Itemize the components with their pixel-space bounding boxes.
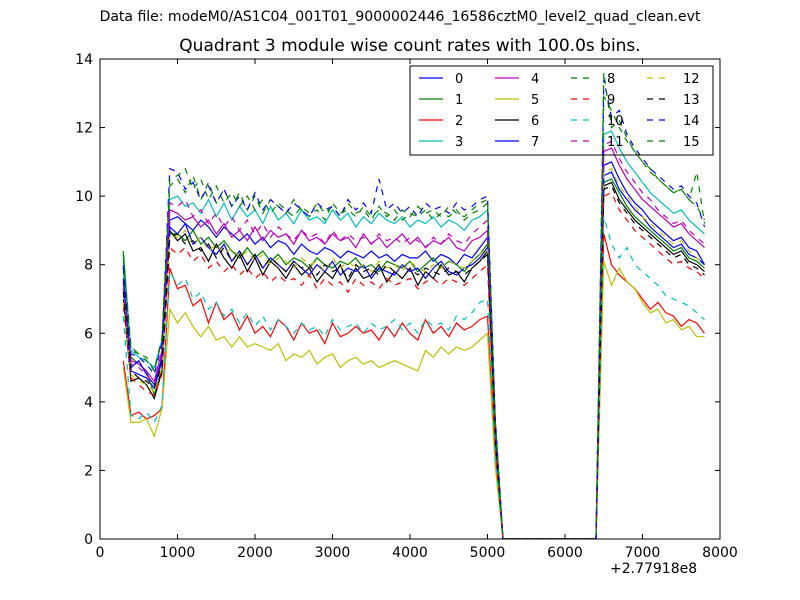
series-line-5 [122,261,705,539]
legend-label-0: 0 [455,72,463,87]
legend-label-8: 8 [607,72,615,87]
series-line-9 [122,191,705,539]
legend-label-14: 14 [683,114,700,129]
series-line-14 [122,79,706,539]
series-line-12 [122,167,705,539]
legend-label-5: 5 [531,93,539,108]
series-line-7 [122,171,705,539]
series-lines [122,72,706,539]
y-tick-label: 12 [75,121,93,137]
legend-label-1: 1 [455,93,463,108]
legend-label-10: 10 [607,114,624,129]
series-line-3 [122,130,705,539]
x-axis-offset-label: +2.77918e8 [610,561,698,577]
series-line-6 [122,181,705,539]
x-tick-label: 2000 [237,545,273,561]
legend-label-11: 11 [607,135,624,150]
x-tick-label: 5000 [470,545,506,561]
series-line-13 [122,185,705,539]
y-tick-label: 6 [84,326,93,342]
legend-label-3: 3 [455,135,463,150]
x-tick-label: 8000 [702,545,738,561]
legend-label-7: 7 [531,135,539,150]
y-tick-label: 4 [84,395,93,411]
y-tick-label: 14 [75,52,93,68]
y-tick-label: 10 [75,189,93,205]
legend-label-13: 13 [683,93,700,108]
x-tick-label: 0 [96,545,105,561]
x-tick-label: 3000 [315,545,351,561]
y-tick-label: 2 [84,463,93,479]
data-file-suptitle: Data file: modeM0/AS1C04_001T01_90000024… [99,9,701,25]
legend-label-15: 15 [683,135,700,150]
x-tick-label: 4000 [392,545,428,561]
x-tick-label: 1000 [160,545,196,561]
series-line-4 [122,147,705,539]
series-line-11 [122,140,705,539]
legend-label-6: 6 [531,114,539,129]
x-tick-label: 7000 [625,545,661,561]
legend-label-4: 4 [531,72,539,87]
series-line-1 [122,178,705,539]
chart-title: Quadrant 3 module wise count rates with … [179,36,641,56]
legend-label-9: 9 [607,93,615,108]
legend-label-12: 12 [683,72,700,87]
legend-label-2: 2 [455,114,463,129]
series-line-0 [122,161,706,539]
x-tick-label: 6000 [547,545,583,561]
y-tick-label: 0 [84,532,93,548]
legend-box [409,65,714,156]
y-tick-label: 8 [84,258,93,274]
series-line-2 [122,233,705,539]
